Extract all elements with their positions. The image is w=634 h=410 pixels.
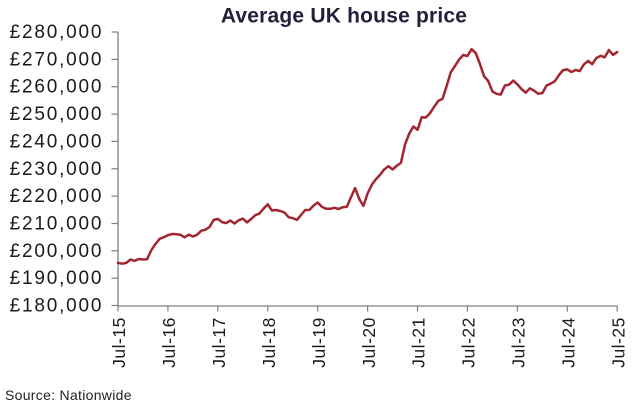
svg-text:Jul-16: Jul-16 bbox=[159, 317, 179, 368]
svg-text:£220,000: £220,000 bbox=[10, 186, 104, 207]
svg-text:Jul-22: Jul-22 bbox=[459, 317, 479, 368]
svg-text:£190,000: £190,000 bbox=[10, 268, 104, 289]
svg-text:£200,000: £200,000 bbox=[10, 241, 104, 262]
svg-text:£270,000: £270,000 bbox=[10, 49, 104, 70]
svg-text:Jul-25: Jul-25 bbox=[608, 317, 628, 368]
svg-text:£230,000: £230,000 bbox=[10, 159, 104, 180]
svg-text:£180,000: £180,000 bbox=[10, 296, 104, 317]
svg-text:£280,000: £280,000 bbox=[10, 22, 104, 43]
svg-text:Jul-24: Jul-24 bbox=[559, 317, 579, 368]
svg-text:Jul-19: Jul-19 bbox=[309, 317, 329, 368]
svg-text:Jul-15: Jul-15 bbox=[109, 317, 129, 368]
svg-text:£250,000: £250,000 bbox=[10, 104, 104, 125]
svg-text:£240,000: £240,000 bbox=[10, 131, 104, 152]
svg-text:£210,000: £210,000 bbox=[10, 214, 104, 235]
svg-text:Average UK house price: Average UK house price bbox=[221, 5, 467, 28]
svg-text:Jul-18: Jul-18 bbox=[259, 317, 279, 368]
svg-text:Source: Nationwide: Source: Nationwide bbox=[5, 387, 132, 403]
svg-text:Jul-17: Jul-17 bbox=[209, 317, 229, 368]
svg-text:Jul-21: Jul-21 bbox=[409, 317, 429, 368]
svg-text:Jul-20: Jul-20 bbox=[359, 317, 379, 368]
svg-text:£260,000: £260,000 bbox=[10, 77, 104, 98]
svg-text:Jul-23: Jul-23 bbox=[509, 317, 529, 368]
